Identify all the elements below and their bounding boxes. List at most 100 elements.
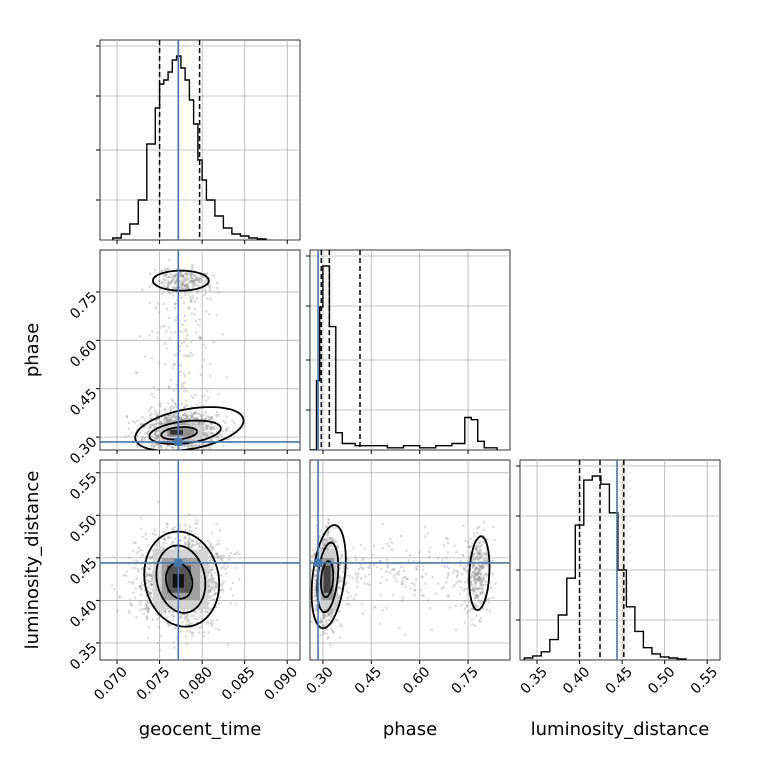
sample-point <box>361 612 365 615</box>
sample-point <box>463 621 467 624</box>
sample-point <box>127 556 131 559</box>
sample-point <box>183 444 187 447</box>
sample-point <box>140 548 143 552</box>
sample-point <box>479 584 482 588</box>
sample-point <box>187 371 191 374</box>
sample-point <box>479 616 483 620</box>
sample-point <box>481 577 485 581</box>
sample-point <box>168 337 172 340</box>
sample-point <box>197 323 200 327</box>
sample-point <box>218 596 222 599</box>
sample-point <box>168 418 172 421</box>
sample-point <box>215 313 218 317</box>
sample-point <box>143 607 147 610</box>
sample-point <box>187 618 191 621</box>
sample-point <box>476 574 479 577</box>
sample-point <box>474 580 477 583</box>
sample-point <box>172 274 175 277</box>
sample-point <box>420 575 424 578</box>
sample-point <box>327 635 330 639</box>
sample-point <box>478 541 481 544</box>
sample-point <box>474 581 477 584</box>
sample-point <box>139 516 143 520</box>
sample-point <box>202 630 206 634</box>
sample-point <box>487 597 491 600</box>
sample-point <box>191 280 195 284</box>
sample-point <box>462 524 465 527</box>
sample-point <box>473 588 476 591</box>
sample-point <box>162 325 165 328</box>
sample-point <box>488 610 492 613</box>
sample-point <box>211 598 215 602</box>
sample-point <box>131 549 135 553</box>
sample-point <box>186 355 190 358</box>
sample-point <box>181 283 184 286</box>
sample-point <box>216 426 219 430</box>
sample-point <box>418 560 421 563</box>
sample-point <box>145 615 149 618</box>
sample-point <box>184 328 187 331</box>
sample-point <box>155 429 159 433</box>
sample-point <box>445 565 449 568</box>
sample-point <box>354 558 358 562</box>
sample-point <box>483 572 487 576</box>
sample-point <box>150 583 154 586</box>
sample-point <box>339 587 343 591</box>
sample-point <box>229 551 233 555</box>
sample-point <box>160 280 164 284</box>
sample-point <box>174 416 178 420</box>
sample-point <box>117 595 121 598</box>
sample-point <box>477 553 480 557</box>
sample-point <box>331 610 334 614</box>
sample-point <box>172 615 176 618</box>
sample-point <box>198 611 202 614</box>
sample-point <box>422 568 425 572</box>
sample-point <box>463 568 466 571</box>
sample-point <box>188 630 192 633</box>
sample-point <box>159 281 163 285</box>
sample-point <box>149 444 152 447</box>
sample-point <box>134 371 138 375</box>
sample-point <box>454 628 458 631</box>
sample-point <box>136 419 139 423</box>
sample-point <box>168 537 172 540</box>
sample-point <box>147 608 150 611</box>
sample-point <box>477 563 480 566</box>
sample-point <box>221 587 224 591</box>
sample-point <box>149 407 152 410</box>
sample-point <box>161 292 164 295</box>
sample-point <box>473 583 477 587</box>
sample-point <box>389 537 392 541</box>
sample-point <box>483 559 486 562</box>
sample-point <box>212 427 215 431</box>
sample-point <box>477 570 480 574</box>
sample-point <box>159 421 163 424</box>
sample-point <box>336 544 340 548</box>
sample-point <box>202 446 205 450</box>
sample-point <box>478 571 482 575</box>
sample-point <box>205 433 208 437</box>
sample-point <box>416 564 419 568</box>
sample-point <box>153 268 157 272</box>
sample-point <box>171 451 174 454</box>
sample-point <box>312 554 315 557</box>
sample-point <box>151 423 154 427</box>
sample-point <box>215 591 218 595</box>
sample-point <box>471 574 475 578</box>
sample-point <box>205 278 209 282</box>
sample-point <box>202 634 206 638</box>
sample-point <box>141 437 144 440</box>
sample-point <box>166 449 169 450</box>
sample-point <box>474 587 478 591</box>
sample-point <box>491 559 494 563</box>
sample-point <box>155 422 159 425</box>
sample-point <box>186 614 190 618</box>
sample-point <box>207 540 210 543</box>
sample-point <box>178 274 182 278</box>
sample-point <box>158 444 161 447</box>
sample-point <box>186 543 190 546</box>
sample-point <box>166 536 169 539</box>
sample-point <box>175 272 178 276</box>
sample-point <box>207 418 211 421</box>
xlabel-phase: phase <box>383 719 437 740</box>
